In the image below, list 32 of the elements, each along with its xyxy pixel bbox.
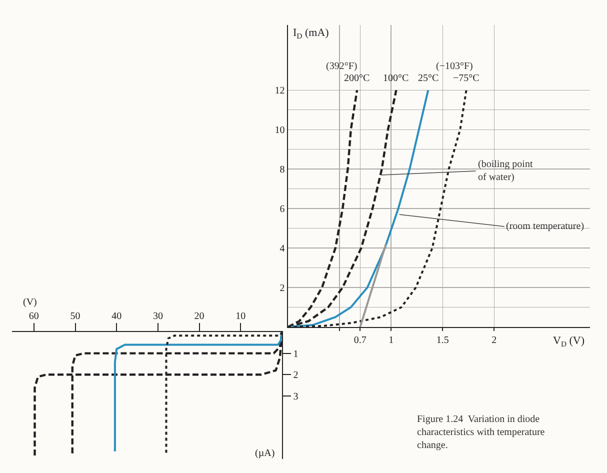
x-tick-label: 40 [112, 310, 122, 322]
series-label: 200°C [344, 73, 370, 84]
x-axis-title: (V) [23, 297, 37, 308]
y-tick-label: 4 [280, 244, 285, 255]
y-tick-label: 1 [293, 348, 298, 360]
x-tick-label: 0.7 [354, 335, 366, 346]
y-tick-label: 10 [274, 125, 285, 136]
y-tick-label: 6 [280, 204, 285, 216]
x-tick-label: 60 [28, 310, 39, 322]
x-tick-label: 20 [194, 310, 204, 322]
y-tick-label: 3 [293, 391, 298, 402]
x-tick-label: 1 [388, 335, 394, 346]
caption: Figure 1.24 Variation in diode characteristics with temperature change. [417, 414, 546, 451]
annotation: (boiling point of water) [478, 159, 533, 183]
annotation: (392°F) [326, 61, 358, 72]
x-tick-label: 10 [236, 310, 246, 322]
y-tick-label: 8 [280, 164, 285, 176]
x-tick-label: 30 [152, 310, 163, 322]
y-tick-label: 2 [293, 370, 298, 382]
annotation: (−103°F) [436, 61, 473, 72]
y-axis-title: I$_{D}$ (mA) [293, 27, 330, 40]
y-tick-label: 12 [274, 86, 285, 97]
x-tick-label: 50 [70, 310, 80, 322]
series-label: 25°C [418, 73, 439, 84]
x-tick-label: 1.5 [436, 335, 449, 346]
series-label: −75°C [453, 73, 480, 84]
series-label: 100°C [383, 73, 409, 84]
y-axis-title: (µA) [255, 448, 275, 459]
annotation: (room temperature) [506, 221, 584, 232]
x-axis-title: V$_{D}$ (V) [553, 335, 585, 348]
y-tick-label: 2 [280, 283, 285, 294]
x-tick-label: 2 [492, 335, 497, 346]
